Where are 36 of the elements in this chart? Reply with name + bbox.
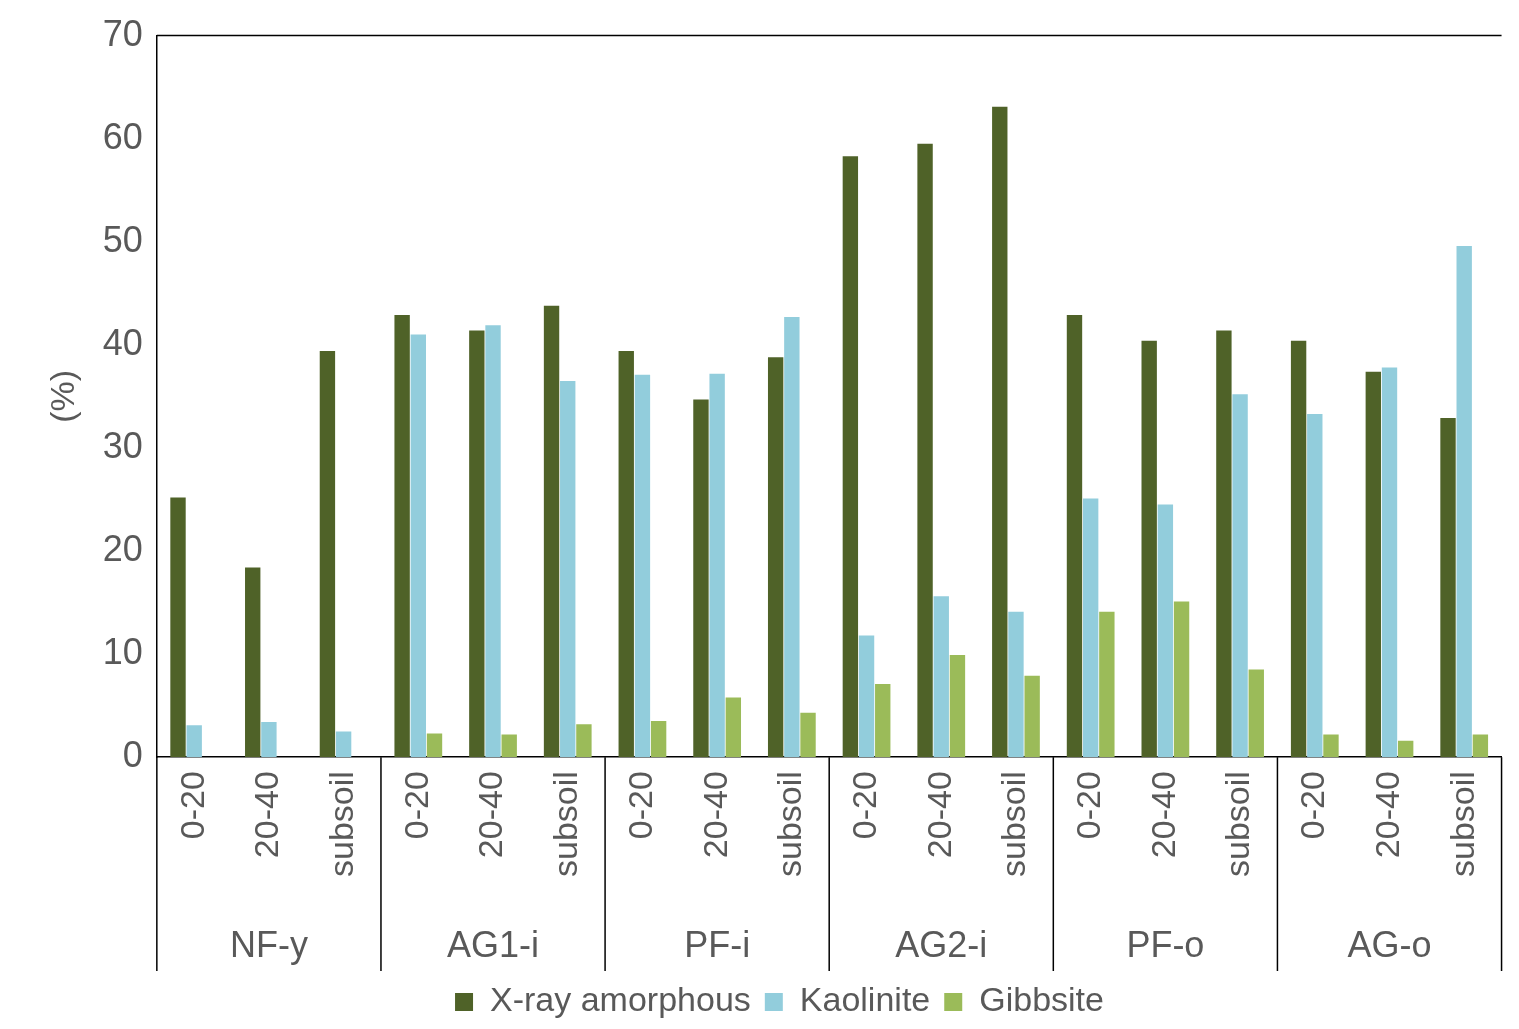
x-tick-label: subsoil (546, 771, 585, 878)
y-tick-label: 70 (102, 12, 143, 54)
x-tick-label: 20-40 (695, 771, 734, 859)
y-tick-label: 0 (122, 734, 143, 776)
y-tick-label: 40 (102, 321, 143, 363)
x-tick-label: 0-20 (844, 771, 883, 840)
legend-label: Kaolinite (799, 980, 931, 1019)
x-tick-label: subsoil (321, 771, 360, 878)
text: AG-o (1347, 923, 1432, 965)
x-tick-label: 20-40 (1367, 771, 1406, 859)
y-axis-title: (%) (42, 369, 81, 423)
text: PF-o (1126, 923, 1205, 965)
y-tick-label: 10 (102, 631, 143, 673)
x-tick-label: subsoil (1442, 771, 1481, 878)
legend-label: Gibbsite (979, 980, 1104, 1019)
text: AG2-i (895, 923, 988, 965)
x-tick-label: 0-20 (620, 771, 659, 840)
x-tick-label: subsoil (770, 771, 809, 878)
x-tick-label: subsoil (994, 771, 1033, 878)
y-tick-label: 60 (102, 115, 143, 157)
x-tick-label: 0-20 (1069, 771, 1108, 840)
x-tick-label: 0-20 (172, 771, 211, 840)
x-tick-label: 20-40 (471, 771, 510, 859)
y-tick-label: 30 (102, 424, 143, 466)
text: PF-i (684, 923, 751, 965)
x-tick-label: subsoil (1218, 771, 1257, 878)
text: NF-y (229, 923, 308, 965)
x-tick-label: 20-40 (247, 771, 286, 859)
x-tick-label: 20-40 (919, 771, 958, 859)
x-tick-label: 0-20 (1293, 771, 1332, 840)
legend-label: X-ray amorphous (490, 980, 751, 1019)
y-tick-label: 20 (102, 527, 143, 569)
text: AG1-i (447, 923, 540, 965)
y-tick-label: 50 (102, 218, 143, 260)
x-tick-label: 20-40 (1143, 771, 1182, 859)
x-tick-label: 0-20 (396, 771, 435, 840)
